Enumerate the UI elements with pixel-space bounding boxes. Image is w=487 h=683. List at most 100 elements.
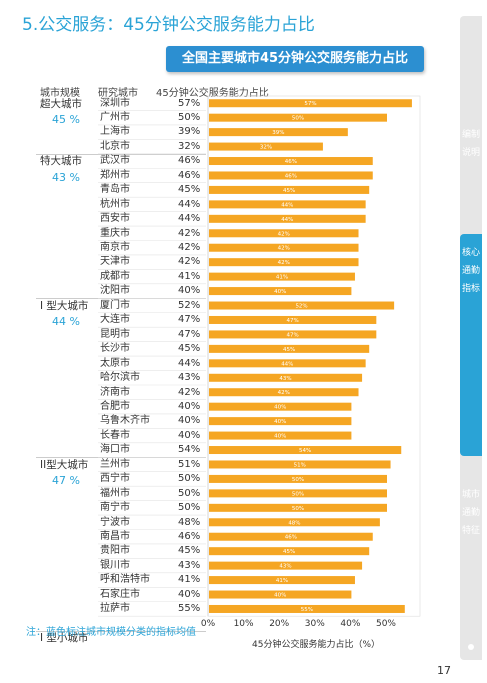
bar-22 xyxy=(209,402,352,411)
city-percent-label: 43% xyxy=(178,559,201,571)
bar-32 xyxy=(209,547,370,556)
header-city: 研究城市 xyxy=(98,88,138,99)
city-percent-label: 41% xyxy=(178,270,201,282)
city-label: 西安市 xyxy=(100,213,130,225)
footnote: 注：蓝色标注城市规模分类的指标均值 xyxy=(26,627,196,638)
x-tick-label: 0% xyxy=(201,619,216,629)
bar-18 xyxy=(209,344,370,353)
city-label: 郑州市 xyxy=(100,169,130,181)
bar-26 xyxy=(209,460,391,469)
bar-value-label-19: 44% xyxy=(281,361,293,367)
city-label: 长春市 xyxy=(100,429,130,441)
city-percent-label: 54% xyxy=(178,444,201,456)
city-label: 海口市 xyxy=(100,444,130,456)
city-label: 北京市 xyxy=(100,140,130,152)
bar-value-label-36: 55% xyxy=(301,607,313,613)
city-percent-label: 46% xyxy=(178,155,201,167)
bar-23 xyxy=(209,417,352,426)
group-separator xyxy=(36,298,206,300)
city-percent-label: 45% xyxy=(178,545,201,557)
chart-banner-title: 全国主要城市45分钟公交服务能力占比 xyxy=(166,46,424,72)
bar-value-label-17: 47% xyxy=(287,332,299,338)
city-label: 南昌市 xyxy=(100,531,130,542)
bar-value-label-16: 47% xyxy=(287,318,299,324)
group-name: I 型大城市 xyxy=(40,299,89,312)
bar-value-label-21: 42% xyxy=(278,390,290,396)
city-label: 石家庄市 xyxy=(100,588,140,600)
city-percent-label: 40% xyxy=(178,285,201,297)
bar-27 xyxy=(209,474,387,483)
group-average: 43 % xyxy=(52,170,80,184)
city-label: 广州市 xyxy=(100,111,130,123)
city-label: 成都市 xyxy=(100,270,130,282)
city-percent-label: 40% xyxy=(178,588,201,600)
group-name: 特大城市 xyxy=(40,155,82,168)
bar-value-label-24: 40% xyxy=(274,434,286,440)
city-percent-label: 45% xyxy=(178,343,201,355)
bar-24 xyxy=(209,431,352,440)
city-label: 太原市 xyxy=(100,357,130,369)
bar-31 xyxy=(209,532,373,541)
group-average: 47 % xyxy=(52,474,80,488)
city-label: 乌鲁木齐市 xyxy=(100,415,150,427)
city-label: 合肥市 xyxy=(100,400,130,412)
header-metric: 45分钟公交服务能力占比 xyxy=(156,88,269,99)
bar-value-label-14: 40% xyxy=(274,289,286,295)
city-label: 济南市 xyxy=(100,386,130,398)
bar-28 xyxy=(209,489,387,498)
city-percent-label: 44% xyxy=(178,357,201,369)
group-separator xyxy=(36,457,206,459)
bar-value-label-9: 44% xyxy=(281,217,293,223)
bar-value-label-10: 42% xyxy=(278,231,290,237)
x-tick-label: 40% xyxy=(340,619,360,629)
bar-value-label-31: 46% xyxy=(285,535,297,541)
city-label: 拉萨市 xyxy=(100,603,130,615)
city-percent-label: 50% xyxy=(178,502,201,514)
bar-12 xyxy=(209,258,359,267)
city-percent-label: 40% xyxy=(178,429,201,441)
bar-6 xyxy=(209,171,373,180)
bar-4 xyxy=(209,142,323,151)
bar-36 xyxy=(209,604,405,613)
bar-value-label-12: 42% xyxy=(278,260,290,266)
sidebar-tab-1[interactable]: 编制说明 xyxy=(460,116,482,236)
page-title: 5.公交服务：45分钟公交服务能力占比 xyxy=(22,15,315,35)
city-label: 沈阳市 xyxy=(100,285,130,297)
bar-35 xyxy=(209,590,352,599)
sidebar-tab-3[interactable]: 城市通勤特征 xyxy=(460,476,482,626)
bar-34 xyxy=(209,576,355,585)
city-percent-label: 39% xyxy=(178,126,201,138)
city-percent-label: 50% xyxy=(178,487,201,499)
bar-30 xyxy=(209,518,380,527)
bar-value-label-2: 50% xyxy=(292,116,304,122)
bar-value-label-3: 39% xyxy=(272,130,284,136)
bar-25 xyxy=(209,446,402,455)
bar-value-label-32: 45% xyxy=(283,549,295,555)
bar-value-label-22: 40% xyxy=(274,405,286,411)
city-label: 银川市 xyxy=(100,559,130,571)
bar-17 xyxy=(209,330,377,339)
bar-value-label-35: 40% xyxy=(274,593,286,599)
city-label: 贵阳市 xyxy=(100,545,130,557)
city-percent-label: 44% xyxy=(178,198,201,210)
bar-value-label-34: 41% xyxy=(276,578,288,584)
x-tick-label: 10% xyxy=(234,619,254,629)
x-tick-label: 20% xyxy=(269,619,289,629)
bar-value-label-23: 40% xyxy=(274,419,286,425)
city-label: 南京市 xyxy=(100,242,130,253)
bar-value-label-11: 42% xyxy=(278,246,290,252)
city-label: 宁波市 xyxy=(100,516,130,528)
sidebar-tab-label: 城市通勤特征 xyxy=(461,490,480,536)
sidebar-tab-label: 编制说明 xyxy=(461,130,480,158)
city-label: 大连市 xyxy=(100,314,130,326)
sidebar-tab-2[interactable]: 核心通勤指标 xyxy=(460,234,482,456)
city-percent-label: 50% xyxy=(178,111,201,123)
bar-7 xyxy=(209,185,370,194)
city-percent-label: 42% xyxy=(178,242,201,253)
city-percent-label: 47% xyxy=(178,328,201,340)
city-percent-label: 46% xyxy=(178,531,201,542)
city-percent-label: 43% xyxy=(178,372,201,384)
bar-1 xyxy=(209,99,412,108)
city-label: 长沙市 xyxy=(100,343,130,355)
bar-10 xyxy=(209,229,359,238)
